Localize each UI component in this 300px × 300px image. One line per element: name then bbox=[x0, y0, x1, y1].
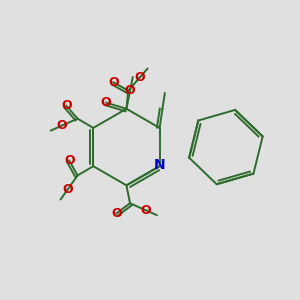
Text: O: O bbox=[57, 119, 67, 132]
Text: O: O bbox=[101, 96, 112, 109]
Text: O: O bbox=[125, 84, 135, 98]
Text: O: O bbox=[61, 99, 72, 112]
Text: O: O bbox=[64, 154, 75, 167]
Text: O: O bbox=[111, 207, 122, 220]
Text: O: O bbox=[62, 183, 73, 196]
Text: O: O bbox=[108, 76, 119, 89]
Text: N: N bbox=[154, 158, 165, 172]
Text: O: O bbox=[134, 71, 145, 84]
Text: O: O bbox=[140, 204, 151, 217]
